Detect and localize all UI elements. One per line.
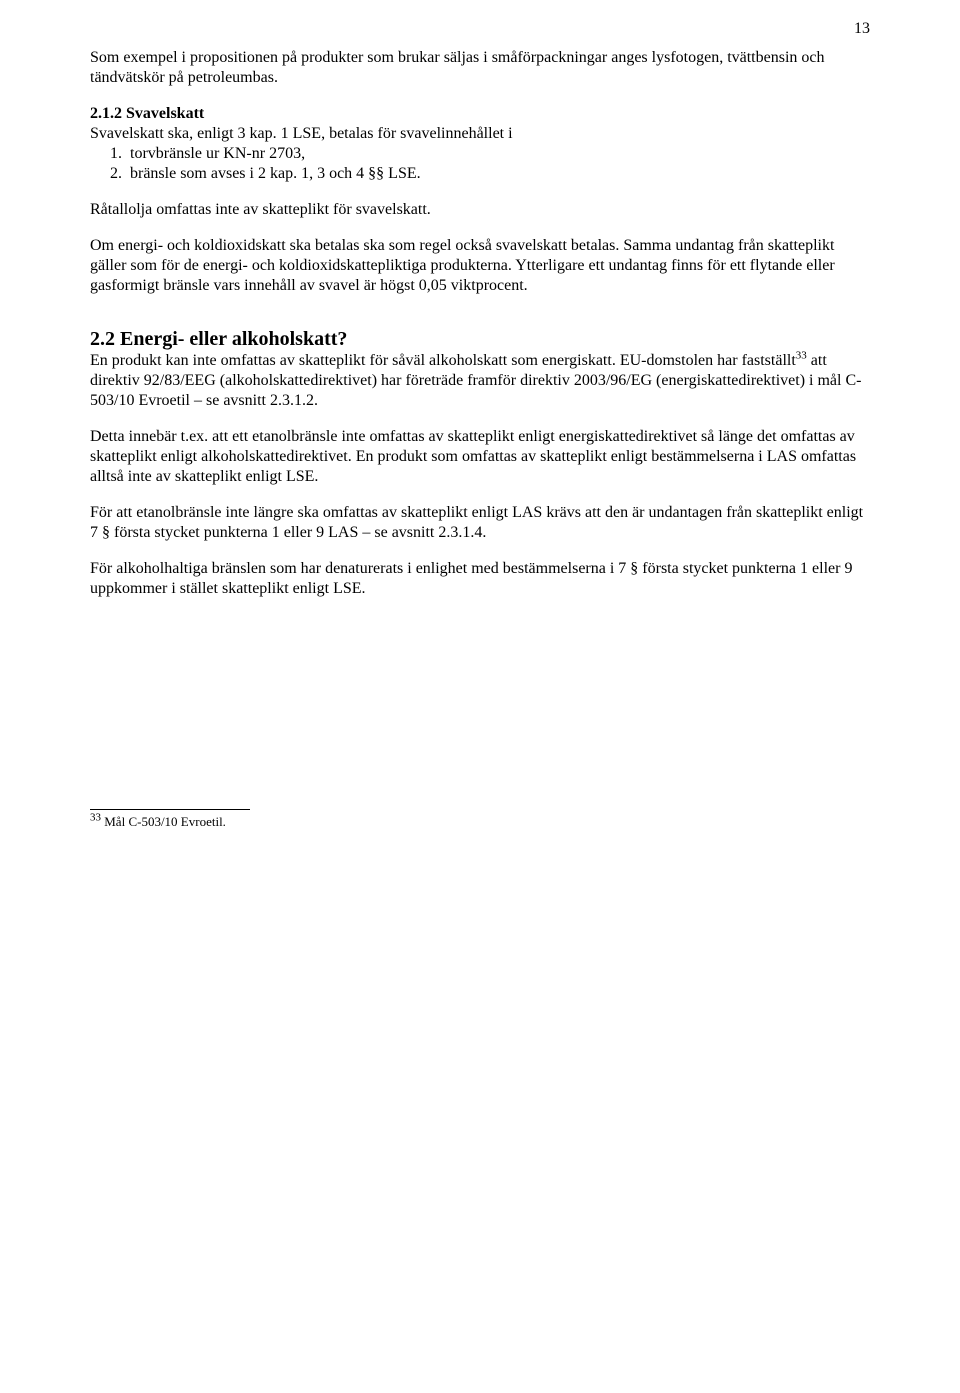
footnote-text: Mål C-503/10 Evroetil. — [101, 814, 226, 829]
paragraph-eu-domstolen: En produkt kan inte omfattas av skattepl… — [90, 351, 870, 411]
heading-2-2: 2.2 Energi- eller alkoholskatt? — [90, 328, 870, 351]
footnote-33: 33 Mål C-503/10 Evroetil. — [90, 814, 870, 830]
paragraph-intro: Som exempel i propositionen på produkter… — [90, 48, 870, 88]
list-item: 2. bränsle som avses i 2 kap. 1, 3 och 4… — [90, 164, 870, 184]
footnote-number: 33 — [90, 812, 101, 824]
paragraph-alkoholhaltiga: För alkoholhaltiga bränslen som har dena… — [90, 559, 870, 599]
page-number: 13 — [854, 20, 870, 38]
paragraph-energi-koldioxid: Om energi- och koldioxidskatt ska betala… — [90, 236, 870, 296]
footnote-ref-33: 33 — [796, 350, 807, 362]
list-item: 1. torvbränsle ur KN-nr 2703, — [90, 144, 870, 164]
list-text: torvbränsle ur KN-nr 2703, — [130, 145, 305, 162]
paragraph-svavelskatt-lead: Svavelskatt ska, enligt 3 kap. 1 LSE, be… — [90, 124, 870, 144]
para5-part-a: En produkt kan inte omfattas av skattepl… — [90, 352, 796, 369]
paragraph-svavelskatt-intro: 2.1.2 Svavelskatt — [90, 104, 870, 124]
list-text: bränsle som avses i 2 kap. 1, 3 och 4 §§… — [130, 165, 421, 182]
list-number: 2. — [110, 165, 122, 182]
document-page: 13 Som exempel i propositionen på produk… — [0, 0, 960, 1393]
list-number: 1. — [110, 145, 122, 162]
section-number-2-1-2: 2.1.2 Svavelskatt — [90, 105, 204, 122]
paragraph-etanolbransle: Detta innebär t.ex. att ett etanolbränsl… — [90, 427, 870, 487]
paragraph-las-undantag: För att etanolbränsle inte längre ska om… — [90, 503, 870, 543]
paragraph-ratallolja: Råtallolja omfattas inte av skatteplikt … — [90, 200, 870, 220]
footnote-separator — [90, 809, 250, 810]
